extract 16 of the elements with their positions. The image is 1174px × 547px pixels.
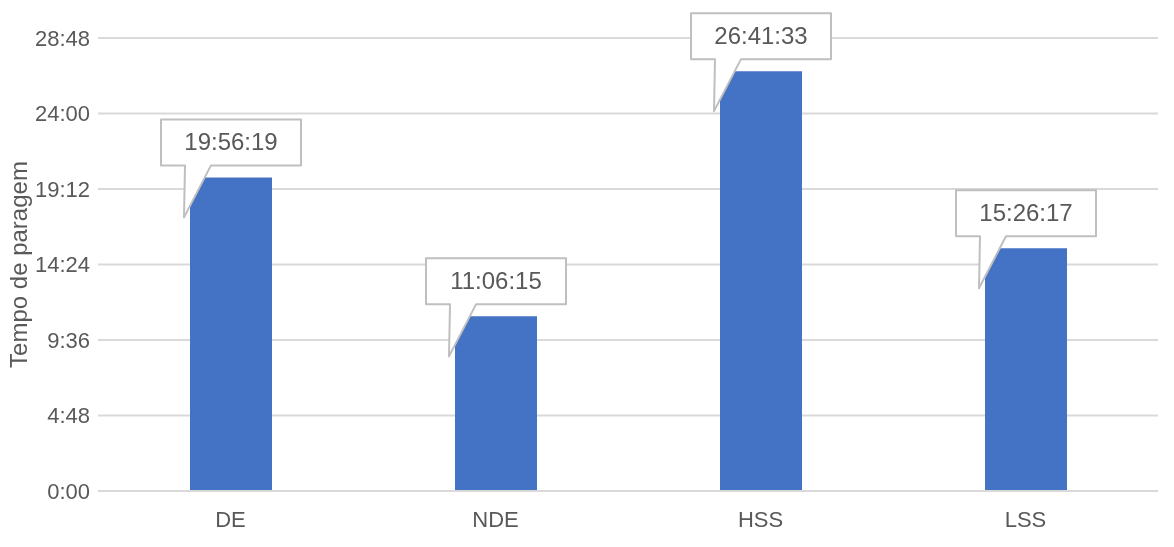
x-tick-label: NDE — [472, 506, 519, 532]
x-tick-label: HSS — [737, 506, 784, 532]
y-tick-label: 0:00 — [47, 478, 90, 504]
x-tick-label: LSS — [1004, 506, 1047, 532]
data-label: 19:56:19 — [184, 128, 278, 156]
y-tick-label: 9:36 — [47, 327, 90, 353]
y-tick-label: 28:48 — [34, 25, 90, 51]
data-label: 26:41:33 — [714, 22, 808, 50]
y-tick-label: 4:48 — [47, 403, 90, 429]
y-tick-label: 24:00 — [34, 101, 90, 127]
x-tick-label: DE — [215, 506, 246, 532]
y-tick-label: 19:12 — [34, 176, 90, 202]
data-label: 15:26:17 — [979, 199, 1073, 227]
y-axis-title: Tempo de paragem — [4, 161, 32, 368]
y-tick-label: 14:24 — [34, 252, 90, 278]
data-label: 11:06:15 — [450, 267, 542, 295]
